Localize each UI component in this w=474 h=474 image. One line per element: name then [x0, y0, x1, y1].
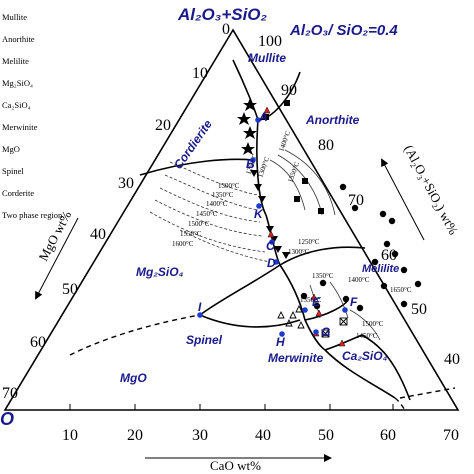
right-tick: 100	[258, 33, 282, 50]
bottom-tick-labels: 10 20 30 40 50 60 70	[62, 427, 459, 444]
isotherm-label: 1650°C	[390, 286, 412, 294]
left-tick: 70	[2, 385, 18, 402]
isotherm-label: 1350°C	[212, 191, 234, 199]
right-tick: 60	[381, 247, 397, 264]
bottom-tick: 30	[192, 427, 208, 444]
bottom-tick: 50	[318, 427, 334, 444]
point-label-e: E	[312, 295, 321, 309]
bottom-tick: 40	[255, 427, 271, 444]
isotherm-label: 1300°C	[256, 155, 271, 178]
phase-label-ca2sio4: Ca₂SiO₄	[342, 349, 388, 363]
title-corners: Al₂O₃+SiO₂	[177, 5, 268, 24]
legend-item: Anorthite	[2, 34, 35, 44]
point-label-c: C	[266, 239, 275, 253]
isotherm-label: 1250°C	[298, 238, 320, 246]
left-tick: 20	[155, 117, 171, 134]
axis-arrow-right	[381, 158, 425, 241]
point-label-f: F	[350, 295, 358, 309]
markers-blue-points	[197, 117, 348, 337]
right-tick: 40	[444, 351, 460, 368]
markers-stars	[237, 98, 257, 155]
left-tick: 30	[118, 175, 134, 192]
isotherm-label: 1350°C	[286, 160, 301, 183]
axis-label-right: (Al₂O₃+SiO₂) wt%	[401, 142, 461, 237]
phase-label-mg2sio4: Mg₂SiO₄	[136, 265, 184, 279]
bottom-tick-marks	[69, 404, 394, 410]
isotherm-lines	[149, 161, 271, 263]
phase-label-spinel: Spinel	[186, 333, 223, 347]
point-labels: A B K C D E F G H I	[198, 110, 358, 349]
left-tick-labels: 10 20 30 40 50 60 70	[2, 65, 208, 402]
isotherm-label: 1450°C	[196, 210, 218, 218]
legend-item: Merwinite	[2, 122, 38, 132]
isotherm-label: 1450°C	[356, 332, 378, 340]
point-label-g: G	[321, 325, 330, 339]
legend-item: Two phase region	[2, 210, 63, 220]
dashed-boundaries	[69, 314, 456, 411]
bottom-tick: 70	[443, 427, 459, 444]
bottom-tick: 60	[380, 427, 396, 444]
left-tick: 60	[30, 334, 46, 351]
phase-label-anorthite: Anorthite	[305, 113, 360, 127]
markers-squares	[263, 100, 324, 214]
isotherm-label: 1400°C	[206, 200, 228, 208]
left-tick: 50	[62, 281, 78, 298]
phase-label-mgo: MgO	[120, 371, 147, 385]
isotherm-label: 1400°C	[277, 129, 292, 152]
phase-label-merwinite: Merwinite	[268, 351, 324, 365]
phase-label-mullite: Mullite	[248, 51, 286, 65]
axis-arrow-left	[35, 217, 79, 300]
point-label-k: K	[254, 207, 264, 221]
markers-open	[277, 304, 348, 338]
legend-item: Melilite	[2, 56, 29, 66]
isotherm-label: 1500°C	[362, 320, 384, 328]
left-tick: 10	[192, 65, 208, 82]
left-tick: 40	[90, 226, 106, 243]
isotherm-label: 1550°C	[180, 230, 202, 238]
isotherm-label: 1300°C	[218, 182, 240, 190]
corner-left-label: O	[0, 409, 14, 429]
legend: Mullite Anorthite Melilite Mg₂SiO₄ Ca₂Si…	[2, 12, 63, 220]
isotherm-label: 1600°C	[172, 240, 194, 248]
point-label-h: H	[276, 335, 285, 349]
phase-label-melilite: Melilite	[362, 263, 399, 275]
right-tick-labels: 100 90 80 70 60 50 40	[258, 33, 460, 368]
right-tick: 70	[348, 192, 364, 209]
top-zero-label: 0	[222, 21, 230, 38]
right-tick: 50	[411, 301, 427, 318]
isotherm-label: 1300°C	[288, 248, 310, 256]
legend-item: MgO	[2, 144, 20, 154]
point-label-a: A	[258, 110, 268, 124]
legend-item: Corderite	[2, 188, 34, 198]
isotherm-label: 1500°C	[188, 220, 210, 228]
right-tick: 80	[318, 137, 334, 154]
legend-item: Ca₂SiO₄	[2, 100, 31, 110]
triangle-frame	[3, 28, 460, 411]
isotherm-label: 1400°C	[348, 276, 370, 284]
isotherm-label: 1350°C	[312, 272, 334, 280]
axis-label-bottom: CaO wt%	[210, 458, 261, 473]
markers-circles	[300, 183, 422, 312]
bottom-tick: 20	[127, 427, 143, 444]
legend-item: Mullite	[2, 12, 27, 22]
title-ratio: Al₂O₃/ SiO₂=0.4	[289, 22, 398, 39]
point-label-d: D	[267, 256, 276, 270]
point-label-i: I	[198, 300, 202, 314]
markers-down-triangles	[250, 170, 290, 259]
bottom-tick: 10	[62, 427, 78, 444]
legend-item: Spinel	[2, 166, 24, 176]
point-label-b: B	[246, 157, 255, 171]
legend-item: Mg₂SiO₄	[2, 78, 33, 88]
